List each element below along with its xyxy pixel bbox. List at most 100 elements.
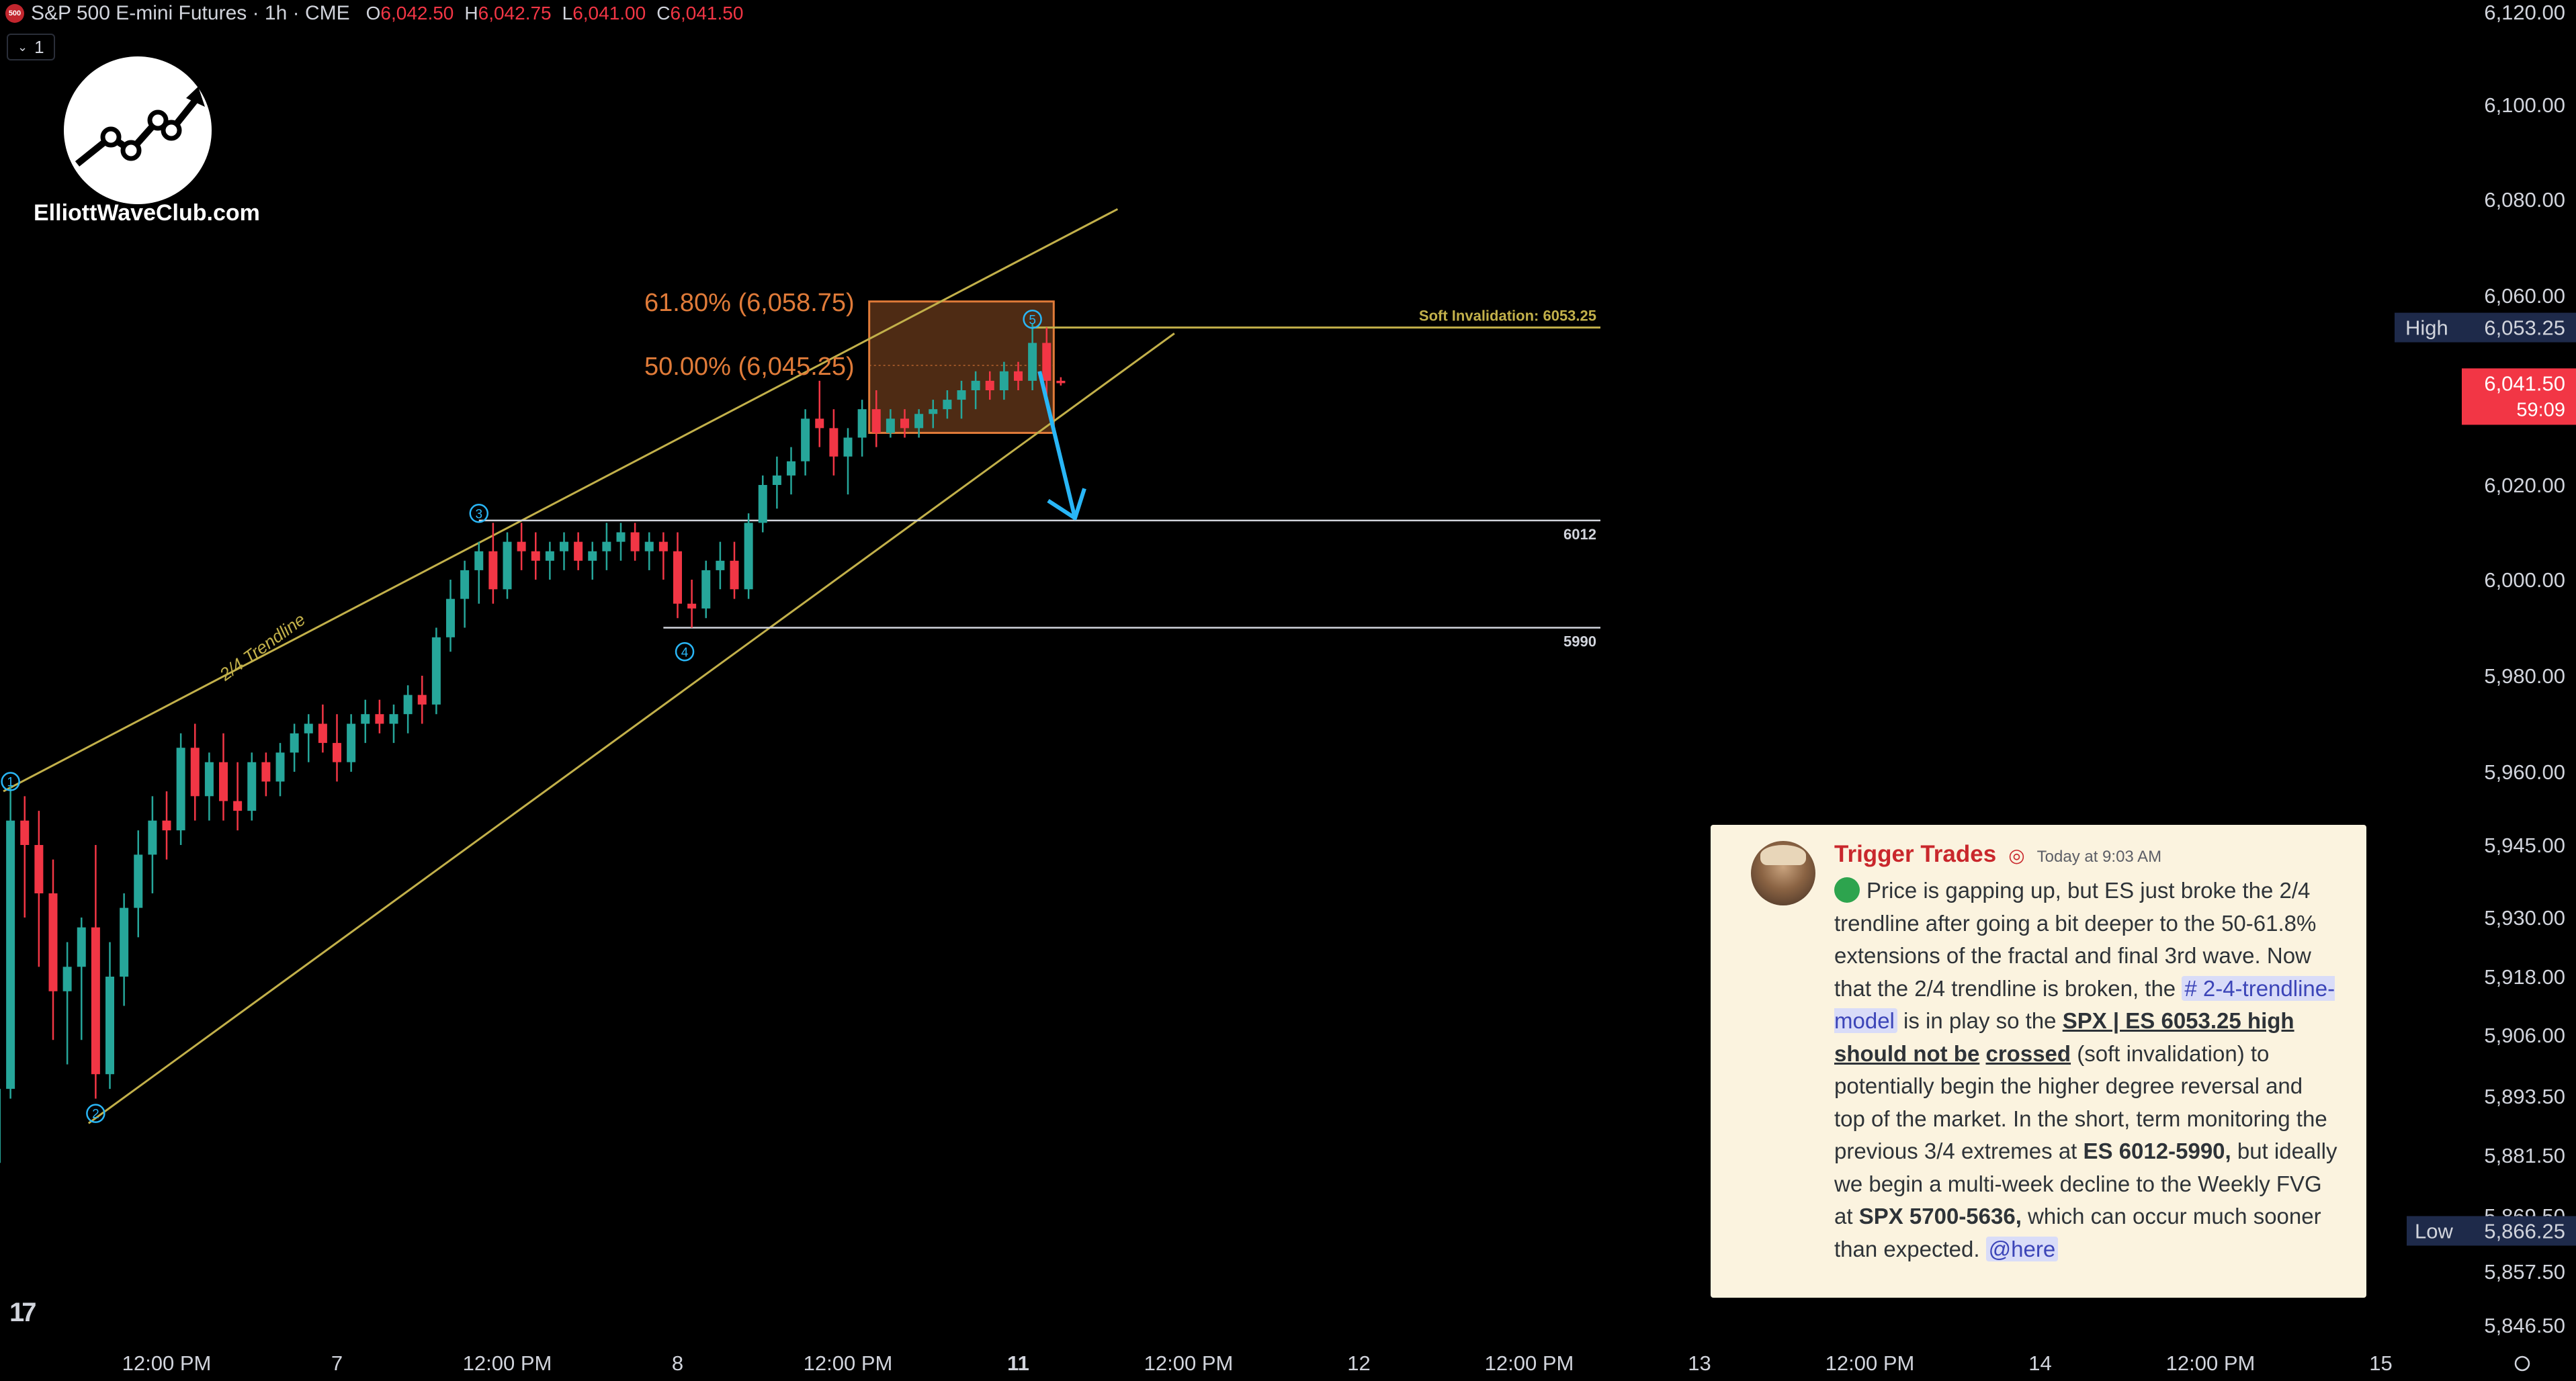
wave-label: 1 xyxy=(1,772,20,791)
wave-label: 4 xyxy=(675,642,695,662)
candle xyxy=(77,918,86,1040)
author-avatar[interactable] xyxy=(1751,841,1815,905)
candle-body xyxy=(574,541,583,561)
here-mention[interactable]: @here xyxy=(1985,1236,2059,1261)
candle-body xyxy=(1014,371,1023,381)
tradingview-logo-icon[interactable]: 17 xyxy=(9,1298,36,1327)
price-tick-label: 5,960.00 xyxy=(2484,760,2565,784)
candle xyxy=(744,513,753,599)
candle-body xyxy=(162,820,171,831)
candle xyxy=(219,733,228,821)
candle-body xyxy=(687,603,697,609)
candle xyxy=(204,752,214,821)
time-tick-label: 13 xyxy=(1688,1351,1711,1375)
wave-label-text: 5 xyxy=(1029,313,1036,327)
candle xyxy=(829,409,839,476)
candle xyxy=(1028,324,1037,390)
price-tick-label: 6,120.00 xyxy=(2484,1,2565,24)
time-tick-label: 15 xyxy=(2369,1351,2392,1375)
candle xyxy=(658,532,668,580)
candle xyxy=(446,580,455,652)
candle-body xyxy=(701,570,711,609)
price-tick-label: 5,980.00 xyxy=(2484,664,2565,688)
candle-body xyxy=(1042,343,1051,381)
ohlc-item: H6,042.75 xyxy=(464,3,551,24)
candle-body xyxy=(219,762,228,801)
msg-bold-underline-1: SPX | ES 6053.25 high should not be xyxy=(1834,1008,2294,1066)
ohlc-value: 6,042.75 xyxy=(478,3,552,24)
candle-body xyxy=(34,845,44,893)
chart-title[interactable]: S&P 500 E-mini Futures · 1h · CME xyxy=(31,2,350,24)
msg-text-5: which can occur much sooner than expecte… xyxy=(1834,1204,2321,1261)
candle-body xyxy=(361,714,370,724)
candle-body xyxy=(148,820,157,855)
price-axis[interactable]: 6,120.00 6,100.00 6,080.00 6,060.00 6,020.00… xyxy=(2395,1,2576,1337)
price-tick-label: 6,020.00 xyxy=(2484,474,2565,497)
candle xyxy=(417,676,427,724)
message-author[interactable]: Trigger Trades xyxy=(1834,841,1997,867)
candle xyxy=(148,796,157,893)
candle-body xyxy=(644,541,654,551)
candle-body xyxy=(48,893,58,991)
wave-label-circle xyxy=(1,772,20,791)
wave-label-circle xyxy=(469,504,488,523)
time-tick-label: 12:00 PM xyxy=(463,1351,552,1375)
candle-body xyxy=(545,551,554,561)
candle-body xyxy=(716,560,725,570)
ohlc-key: H xyxy=(464,3,478,24)
candle-body xyxy=(347,723,356,762)
watermark-logo: ElliottWaveClub.com xyxy=(34,54,260,249)
candle-body xyxy=(389,714,398,724)
candles-layer xyxy=(0,324,1066,1163)
candle xyxy=(120,893,129,1006)
candle-body xyxy=(105,977,114,1075)
candle-body xyxy=(290,733,299,753)
candle xyxy=(6,786,15,1099)
candle xyxy=(247,752,257,821)
candle-body xyxy=(417,695,427,705)
candle-body xyxy=(6,820,15,1089)
interval-chip[interactable]: ⌄ 1 xyxy=(7,34,55,60)
discord-message-card: Trigger Trades ◎ Today at 9:03 AM Price … xyxy=(1711,825,2366,1298)
time-axis[interactable]: 12:00 PM 7 12:00 PM 8 12:00 PM 11 12:00 PM 12 12… xyxy=(122,1351,2530,1375)
candle xyxy=(673,532,682,619)
candle xyxy=(730,541,739,599)
msg-text-2: is in play so the xyxy=(1897,1008,2063,1033)
annotation-labels-layer: 61.80% (6,058.75) 50.00% (6,045.25) Soft I… xyxy=(1,289,1596,1123)
candle-body xyxy=(616,532,626,542)
wave-label-text: 4 xyxy=(681,645,689,660)
wave-label-circle xyxy=(675,642,695,662)
candle xyxy=(943,390,952,419)
price-tick-label: 5,930.00 xyxy=(2484,906,2565,930)
chart-header: 500 S&P 500 E-mini Futures · 1h · CME O6… xyxy=(5,1,743,26)
candle-body xyxy=(431,637,441,705)
candle-body xyxy=(62,967,72,991)
candle-body xyxy=(176,748,185,831)
candle-body xyxy=(275,752,285,782)
logo-circle xyxy=(64,56,212,204)
candle xyxy=(758,475,767,533)
time-tick-label: 12:00 PM xyxy=(1826,1351,1915,1375)
candle-body xyxy=(503,541,512,590)
candle xyxy=(48,859,58,1040)
candle-body xyxy=(446,598,455,637)
candle-body xyxy=(999,371,1008,390)
candle xyxy=(701,560,711,619)
candle xyxy=(971,371,980,410)
high-tag-label: High xyxy=(2405,316,2448,340)
candle-body xyxy=(560,541,568,551)
wave-label-circle xyxy=(1023,310,1042,329)
candle xyxy=(460,560,470,628)
candle xyxy=(503,532,512,599)
candle-body xyxy=(829,428,839,457)
candle xyxy=(531,532,540,580)
symbol-badge[interactable]: 500 xyxy=(5,4,24,23)
candle-body xyxy=(588,551,597,561)
candle-body xyxy=(772,475,781,485)
price-tick-label: 6,060.00 xyxy=(2484,284,2565,308)
last-price-value: 6,041.50 xyxy=(2484,371,2565,395)
candle-body xyxy=(630,532,640,551)
candle-body xyxy=(900,418,909,429)
candle xyxy=(1042,327,1051,400)
